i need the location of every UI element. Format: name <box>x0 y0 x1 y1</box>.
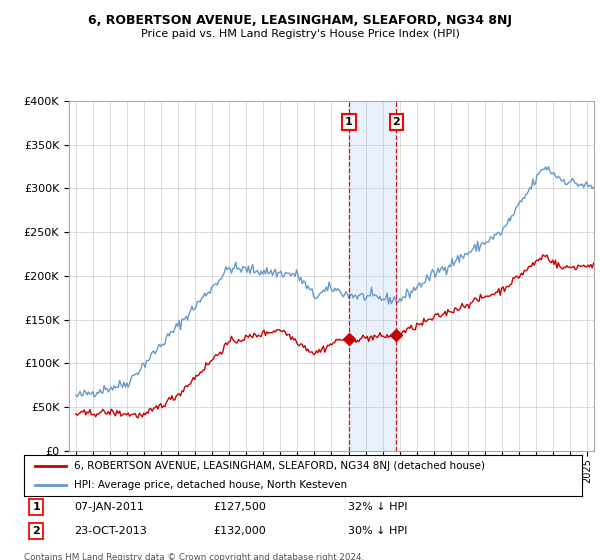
Text: 2: 2 <box>392 117 400 127</box>
Text: 07-JAN-2011: 07-JAN-2011 <box>74 502 144 512</box>
Text: 6, ROBERTSON AVENUE, LEASINGHAM, SLEAFORD, NG34 8NJ (detached house): 6, ROBERTSON AVENUE, LEASINGHAM, SLEAFOR… <box>74 461 485 471</box>
Text: 23-OCT-2013: 23-OCT-2013 <box>74 526 147 536</box>
Text: 30% ↓ HPI: 30% ↓ HPI <box>347 526 407 536</box>
Text: £127,500: £127,500 <box>214 502 266 512</box>
Text: £132,000: £132,000 <box>214 526 266 536</box>
Text: HPI: Average price, detached house, North Kesteven: HPI: Average price, detached house, Nort… <box>74 480 347 489</box>
Text: 2: 2 <box>32 526 40 536</box>
Text: 32% ↓ HPI: 32% ↓ HPI <box>347 502 407 512</box>
Text: Price paid vs. HM Land Registry's House Price Index (HPI): Price paid vs. HM Land Registry's House … <box>140 29 460 39</box>
Bar <box>349 101 397 451</box>
Text: 1: 1 <box>345 117 353 127</box>
Text: 6, ROBERTSON AVENUE, LEASINGHAM, SLEAFORD, NG34 8NJ: 6, ROBERTSON AVENUE, LEASINGHAM, SLEAFOR… <box>88 14 512 27</box>
Text: Contains HM Land Registry data © Crown copyright and database right 2024.
This d: Contains HM Land Registry data © Crown c… <box>24 553 364 560</box>
Text: 1: 1 <box>32 502 40 512</box>
